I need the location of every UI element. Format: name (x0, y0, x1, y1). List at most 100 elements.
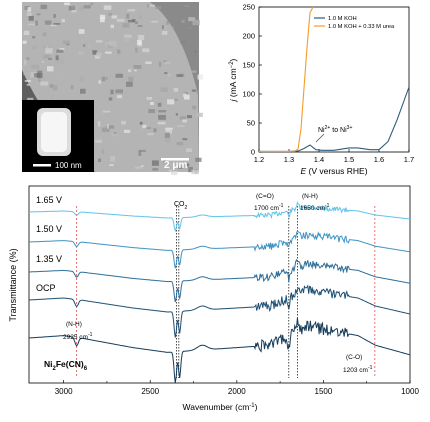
sem-grain (64, 2, 70, 6)
sem-grain (117, 95, 122, 99)
sem-grain (173, 87, 179, 92)
c-o-value-text: 1203 cm (343, 367, 368, 374)
sem-grain (157, 102, 162, 107)
co2-main: CO (174, 201, 185, 208)
sem-grain (150, 102, 154, 105)
sem-grain (164, 132, 170, 138)
sem-grain (98, 158, 102, 162)
sem-grain (71, 5, 75, 9)
sem-grain (47, 66, 54, 72)
sem-grain (135, 47, 138, 53)
sem-grain (71, 9, 77, 13)
legend-label-koh: 1.0 M KOH (328, 16, 357, 22)
sem-grain (40, 81, 49, 86)
sem-grain (51, 36, 56, 38)
lsv-xtick-label: 1.6 (374, 155, 384, 164)
sem-grain (31, 64, 40, 69)
lsv-legend: 1.0 M KOH 1.0 M KOH + 0.33 M urea (314, 16, 395, 30)
nh-top-value-text: 1650 cm (300, 205, 325, 212)
sem-grain (157, 121, 166, 125)
sem-grain (106, 113, 110, 118)
sem-grain (78, 51, 84, 55)
sem-grain (182, 138, 188, 141)
sem-grain (35, 20, 38, 26)
sem-panel: 100 nm 2 μm (22, 2, 203, 175)
sem-grain (187, 115, 192, 119)
sem-grain (28, 15, 34, 21)
sem-grain (38, 2, 44, 4)
sem-grain (122, 38, 129, 43)
annotation-co-value: 1700 cm-1 (254, 203, 284, 212)
sem-grain (157, 70, 162, 76)
sem-grain (115, 89, 123, 94)
sem-grain (137, 40, 142, 46)
sem-grain (37, 73, 43, 78)
sem-grain (166, 106, 169, 110)
sem-grain (147, 133, 154, 136)
lsv-ylabel-italic: j (228, 98, 238, 102)
series-label-1.65v: 1.65 V (36, 195, 62, 205)
co-value-sup: -1 (279, 203, 284, 209)
lsv-line-koh (259, 86, 410, 152)
sem-grain (105, 76, 108, 80)
lsv-line-koh-urea (259, 6, 314, 152)
sem-grain (101, 127, 110, 132)
sem-grain (94, 137, 102, 141)
sem-grain (32, 36, 36, 39)
sem-grain (176, 74, 184, 77)
sem-grain (188, 166, 193, 173)
sem-grain (140, 165, 144, 167)
sem-inset-scalebar (33, 164, 51, 167)
sem-grain (163, 60, 167, 63)
ftir-spectrum (28, 284, 411, 338)
sem-grain (23, 30, 30, 35)
sem-grain (96, 40, 103, 43)
sem-grain (109, 164, 114, 166)
lsv-ytick-label: 250 (242, 3, 255, 12)
sem-grain (118, 117, 122, 120)
ftir-xtick-label: 1500 (315, 387, 333, 396)
annotation-mid: to Ni (330, 127, 347, 134)
sem-grain (100, 41, 105, 44)
sem-grain (87, 45, 91, 48)
sem-grain (143, 127, 152, 129)
sem-grain (165, 138, 171, 143)
sem-grain (24, 6, 30, 10)
ftir-xlabel-text: Wavenumber (cm (183, 402, 250, 412)
ftir-spectrum (28, 318, 411, 384)
sem-grain (186, 148, 192, 152)
lsv-xlabel-text: (V versus RHE) (306, 166, 368, 176)
sem-grain (48, 57, 52, 60)
ftir-xtick-label: 1000 (401, 387, 419, 396)
sem-grain (138, 15, 142, 20)
sem-grain (174, 98, 178, 101)
ftir-spectrum (29, 201, 411, 233)
sem-grain (70, 85, 74, 90)
co-value-text: 1700 cm (254, 205, 279, 212)
sem-grain (180, 40, 187, 44)
lsv-chart: 1.2 1.3 1.4 1.5 1.6 1.7 0 50 100 150 200 250 j (mA … (228, 3, 414, 177)
sem-grain (181, 19, 185, 23)
sem-grain (145, 61, 152, 64)
sem-grain (106, 125, 115, 129)
sem-grain (123, 129, 131, 133)
sem-grain (59, 48, 65, 51)
lsv-ylabel: j (mA cm−2) (228, 58, 238, 102)
sem-grain (40, 4, 48, 10)
sem-grain (124, 34, 132, 38)
annotation-nh-left-value: 2925 cm-1 (63, 332, 93, 341)
ftir-xtick-label: 2500 (141, 387, 159, 396)
sem-grain (26, 57, 30, 61)
sem-grain (151, 20, 158, 23)
ftir-xlabel-close: ) (255, 402, 258, 412)
sem-grain (195, 157, 202, 162)
annotation-sup2: 3+ (347, 125, 353, 131)
c-o-value-sup: -1 (368, 365, 373, 371)
sem-inset-scale-label: 100 nm (55, 161, 82, 170)
ftir-chart: 3000 2500 2000 1500 1000 Transmittance (%) W… (8, 185, 419, 412)
sem-grain (167, 73, 172, 78)
lsv-ytick-label: 0 (251, 148, 255, 157)
sem-grain (195, 90, 199, 93)
legend-label-koh-urea: 1.0 M KOH + 0.33 M urea (328, 24, 395, 30)
sem-grain (168, 169, 172, 173)
